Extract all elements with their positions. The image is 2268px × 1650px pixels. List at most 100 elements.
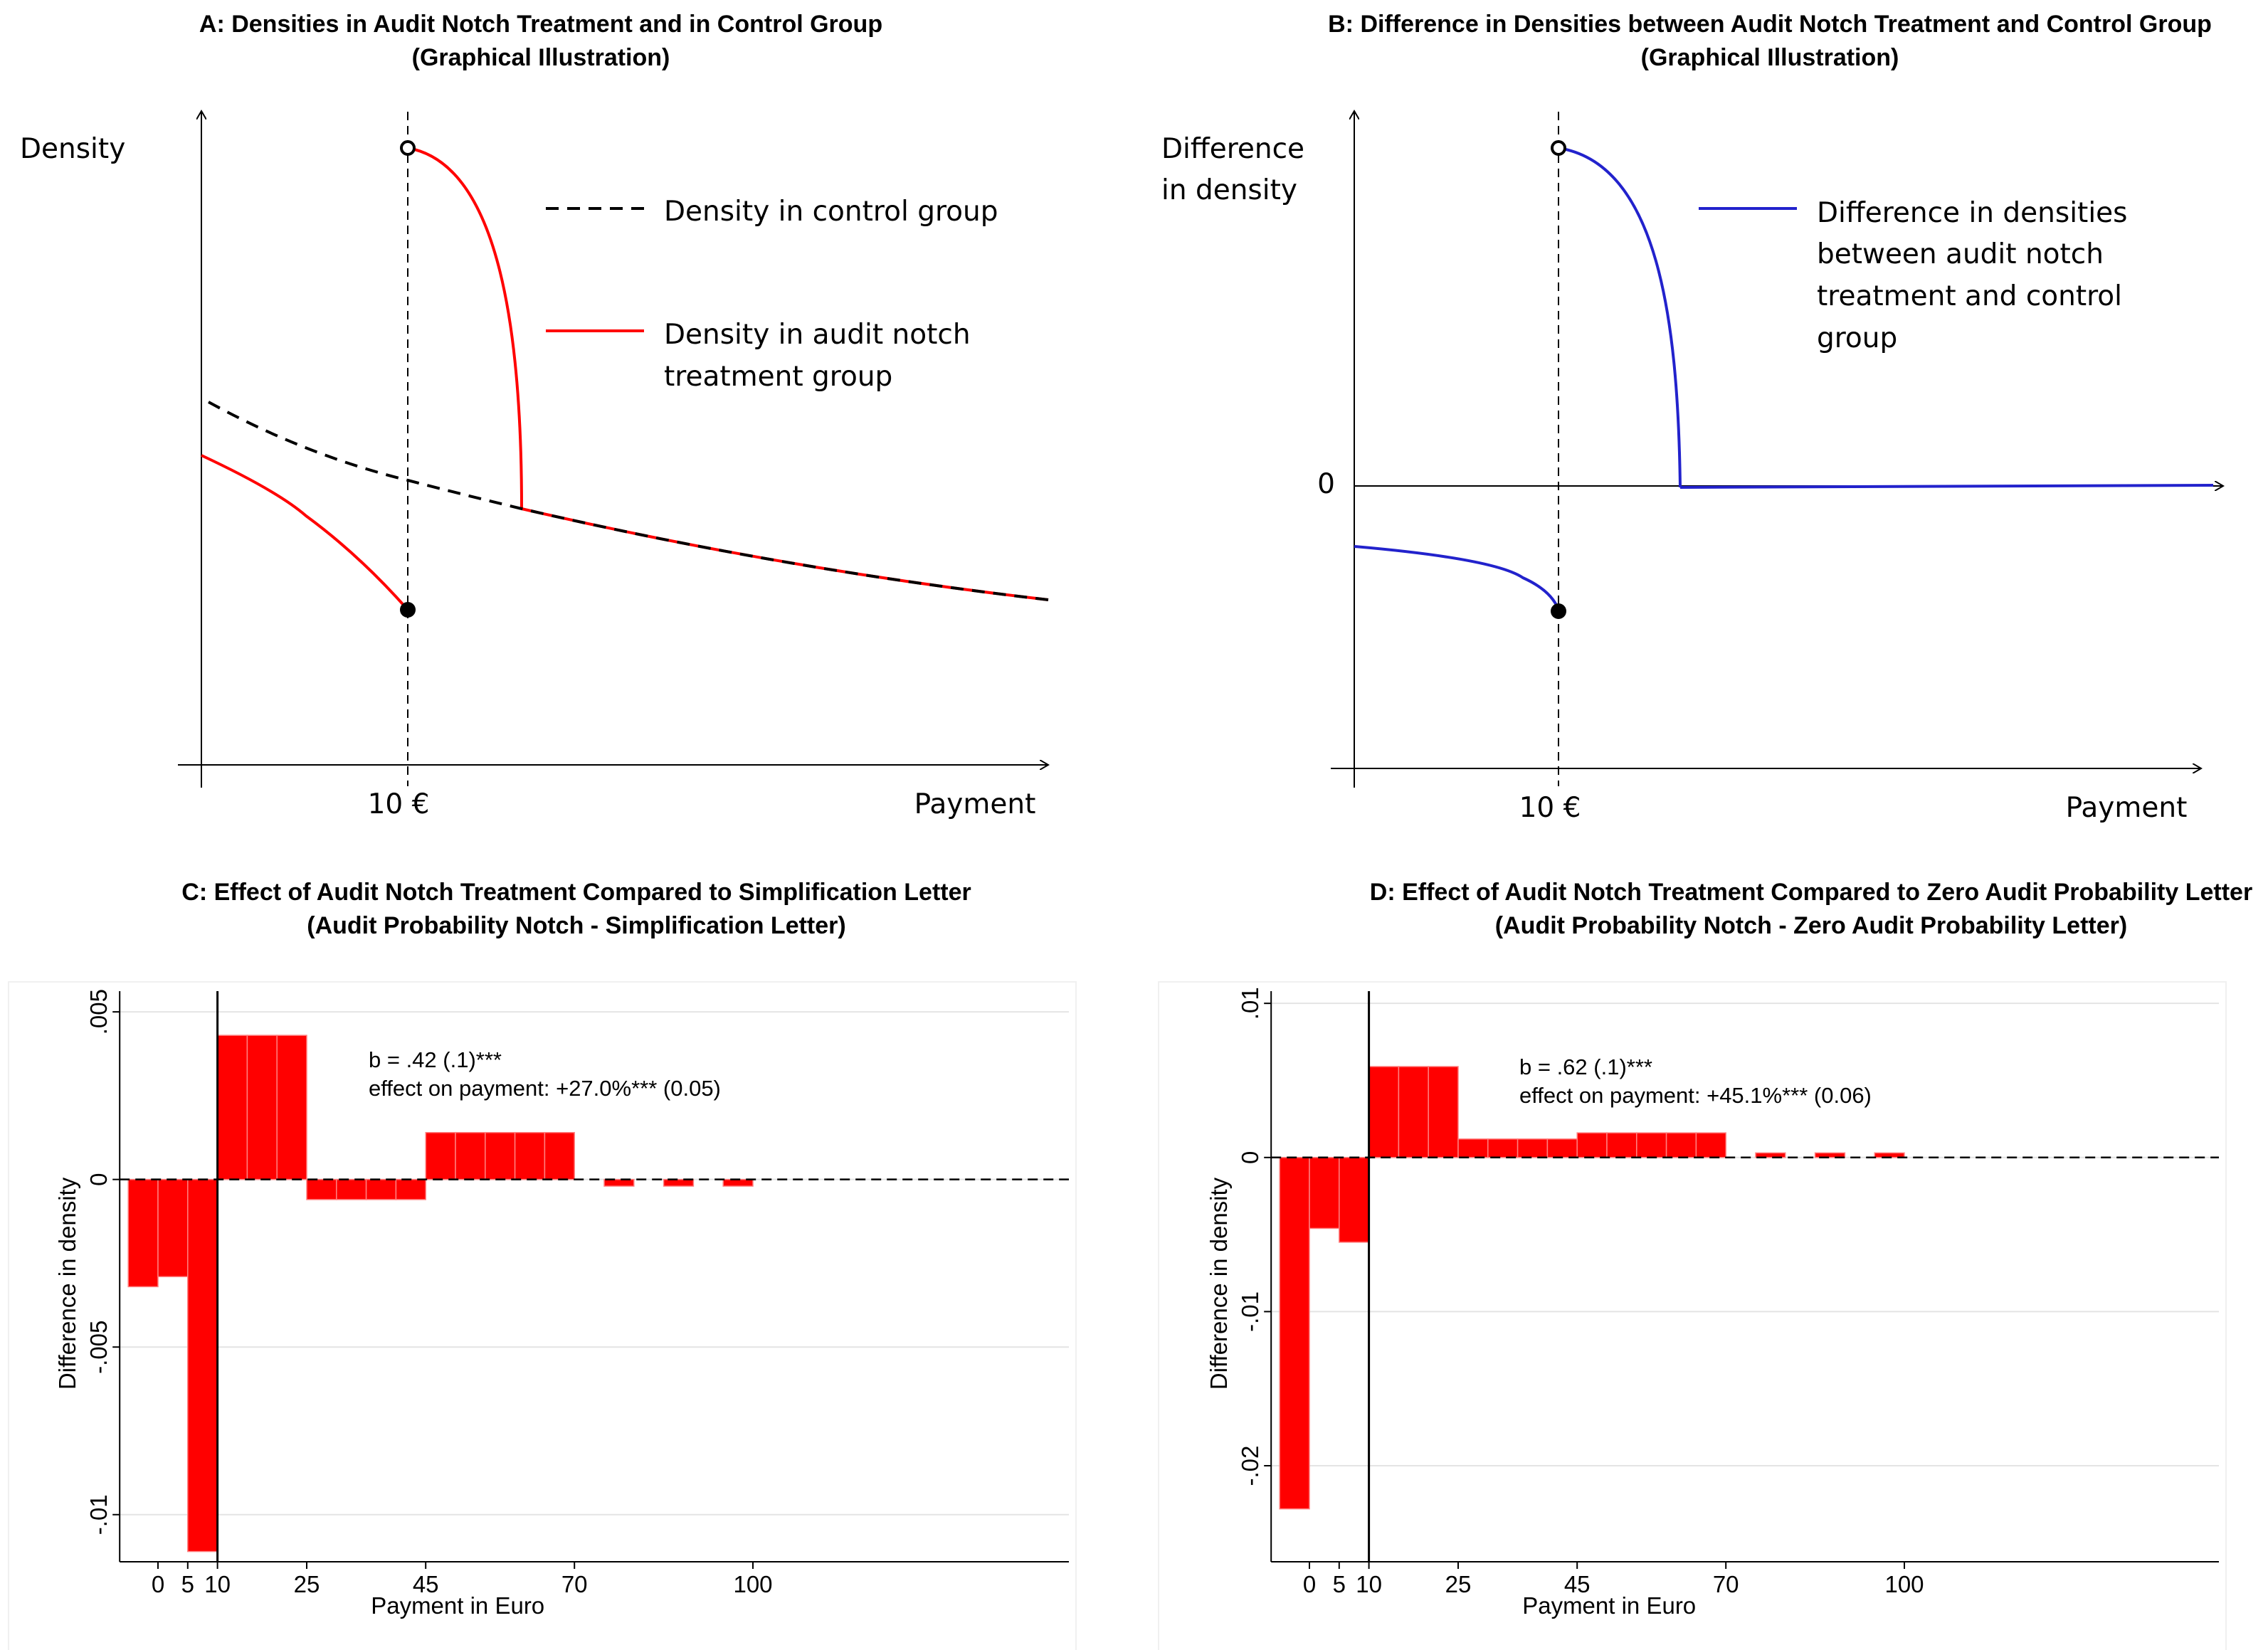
panel-c-bar bbox=[216, 1035, 248, 1180]
panel-d-bar bbox=[1546, 1138, 1578, 1158]
panel-d-title: D: Effect of Audit Notch Treatment Compa… bbox=[1370, 879, 2252, 906]
panel-d-x-tick-label: 0 bbox=[1303, 1571, 1316, 1597]
panel-a-treatment-curve-bunch bbox=[407, 147, 523, 509]
panel-c-bar bbox=[722, 1178, 754, 1187]
panel-c-y-tick-label: -.005 bbox=[85, 1321, 112, 1374]
panel-c-x-tick-label: 100 bbox=[733, 1571, 772, 1597]
panel-d-x-tick-label: 5 bbox=[1333, 1571, 1346, 1597]
panel-b-y-label-1: Difference bbox=[1161, 133, 1304, 165]
panel-c-frame bbox=[8, 981, 1077, 1650]
panel-b-legend-2: between audit notch bbox=[1817, 238, 2104, 270]
panel-b-diff-curve-left bbox=[1354, 545, 1560, 610]
panel-c-bar bbox=[127, 1178, 159, 1288]
panel-d-bar bbox=[1755, 1152, 1786, 1158]
panel-b-diff-curve-bunch bbox=[1558, 147, 1682, 488]
panel-d-bar bbox=[1517, 1138, 1549, 1158]
panel-c-bar bbox=[544, 1131, 575, 1180]
panel-a-legend-treat-1: Density in audit notch bbox=[664, 319, 971, 351]
panel-d-bar bbox=[1606, 1132, 1637, 1158]
panel-d-frame bbox=[1158, 981, 2227, 1650]
panel-a-control-curve bbox=[208, 401, 1049, 601]
panel-b-zero-label: 0 bbox=[1317, 468, 1335, 500]
panel-c-bar bbox=[276, 1035, 307, 1180]
panel-a-x-label: Payment bbox=[914, 788, 1036, 820]
panel-b-subtitle: (Graphical Illustration) bbox=[1641, 44, 1899, 71]
panel-c-x-tick-label: 10 bbox=[204, 1571, 231, 1597]
panel-d-y-tick-label: 0 bbox=[1237, 1151, 1263, 1164]
panel-b-x-label: Payment bbox=[2066, 792, 2188, 824]
panel-c-bar bbox=[187, 1178, 218, 1553]
panel-c-y-tick-label: -.01 bbox=[85, 1494, 112, 1535]
panel-d-bar bbox=[1309, 1157, 1340, 1229]
panel-a-subtitle: (Graphical Illustration) bbox=[412, 44, 670, 71]
panel-d-bar bbox=[1279, 1157, 1310, 1510]
panel-d-bar bbox=[1368, 1066, 1400, 1158]
panel-d-x-tick-label: 10 bbox=[1356, 1571, 1382, 1597]
panel-c-x-tick-label: 25 bbox=[294, 1571, 320, 1597]
panel-d-bar bbox=[1576, 1132, 1608, 1158]
panel-c-x-tick-label: 5 bbox=[181, 1571, 194, 1597]
panel-c-bar bbox=[365, 1178, 397, 1200]
panel-a-open-point bbox=[400, 140, 416, 156]
panel-c-x-tick-label: 70 bbox=[561, 1571, 588, 1597]
panel-d-bar bbox=[1457, 1138, 1489, 1158]
panel-c-y-tick-label: 0 bbox=[85, 1173, 112, 1185]
panel-b-y-label-2: in density bbox=[1161, 174, 1297, 206]
panel-d-subtitle: (Audit Probability Notch - Zero Audit Pr… bbox=[1495, 912, 2127, 939]
panel-b-legend-1: Difference in densities bbox=[1817, 197, 2127, 229]
panel-d-annotation-2: effect on payment: +45.1%*** (0.06) bbox=[1519, 1083, 1872, 1108]
panel-d-x-label: Payment in Euro bbox=[1522, 1592, 1696, 1619]
panel-b: B: Difference in Densities between Audit… bbox=[1161, 11, 2222, 824]
panel-c-bar bbox=[246, 1035, 278, 1180]
panel-b-filled-point bbox=[1551, 603, 1566, 619]
panel-d-y-tick-label: -.01 bbox=[1237, 1291, 1263, 1332]
panel-b-diff-curve-right bbox=[1679, 484, 2214, 489]
panel-c-bar bbox=[336, 1178, 367, 1200]
panel-d-x-tick-label: 45 bbox=[1564, 1571, 1591, 1597]
panel-a-title: A: Densities in Audit Notch Treatment an… bbox=[199, 11, 882, 38]
panel-c-y-tick-label: .005 bbox=[85, 989, 112, 1035]
panel-d-y-label: Difference in density bbox=[1206, 1177, 1232, 1390]
panel-c-x-tick-label: 0 bbox=[152, 1571, 164, 1597]
panel-c-bar bbox=[603, 1178, 635, 1187]
panel-d-bar bbox=[1814, 1152, 1846, 1158]
panel-c-bar bbox=[425, 1131, 456, 1180]
panel-c-y-label: Difference in density bbox=[54, 1177, 80, 1390]
panel-a: A: Densities in Audit Notch Treatment an… bbox=[20, 11, 1048, 820]
panel-c-bar bbox=[306, 1178, 337, 1200]
panel-a-y-label: Density bbox=[20, 133, 125, 165]
panel-b-open-point bbox=[1551, 140, 1566, 156]
panel-c-bar bbox=[455, 1131, 486, 1180]
panel-d-bar bbox=[1339, 1157, 1370, 1243]
panel-a-notch-label: 10 € bbox=[368, 788, 430, 820]
panel-c-bar bbox=[485, 1131, 516, 1180]
panel-d-x-tick-label: 25 bbox=[1445, 1571, 1472, 1597]
panel-d-bar bbox=[1665, 1132, 1697, 1158]
panel-d: D: Effect of Audit Notch Treatment Compa… bbox=[1158, 879, 2252, 1650]
panel-c-bar bbox=[514, 1131, 546, 1180]
panel-a-legend-control: Density in control group bbox=[664, 196, 998, 228]
panel-c-annotation-2: effect on payment: +27.0%*** (0.05) bbox=[369, 1076, 721, 1101]
panel-b-legend-4: group bbox=[1817, 322, 1897, 354]
panel-d-bar bbox=[1695, 1132, 1726, 1158]
panel-c-x-tick-label: 45 bbox=[413, 1571, 439, 1597]
panel-d-annotation-1: b = .62 (.1)*** bbox=[1519, 1054, 1652, 1079]
panel-b-title: B: Difference in Densities between Audit… bbox=[1328, 11, 2212, 38]
panel-c-annotation-1: b = .42 (.1)*** bbox=[369, 1047, 502, 1072]
panel-c-subtitle: (Audit Probability Notch - Simplificatio… bbox=[307, 912, 845, 939]
panel-c: C: Effect of Audit Notch Treatment Compa… bbox=[8, 879, 1077, 1650]
panel-c-title: C: Effect of Audit Notch Treatment Compa… bbox=[181, 879, 971, 906]
panel-d-bar bbox=[1487, 1138, 1519, 1158]
panel-c-bar bbox=[157, 1178, 189, 1278]
panel-a-treatment-curve-right bbox=[521, 507, 1049, 601]
panel-d-y-tick-label: -.02 bbox=[1237, 1446, 1263, 1486]
panel-d-x-tick-label: 70 bbox=[1713, 1571, 1739, 1597]
panel-d-bar bbox=[1398, 1066, 1429, 1158]
panel-a-legend-treat-2: treatment group bbox=[664, 361, 892, 393]
panel-d-bar bbox=[1428, 1066, 1459, 1158]
panel-d-y-tick-label: .01 bbox=[1237, 987, 1263, 1020]
panel-b-legend-3: treatment and control bbox=[1817, 280, 2122, 312]
